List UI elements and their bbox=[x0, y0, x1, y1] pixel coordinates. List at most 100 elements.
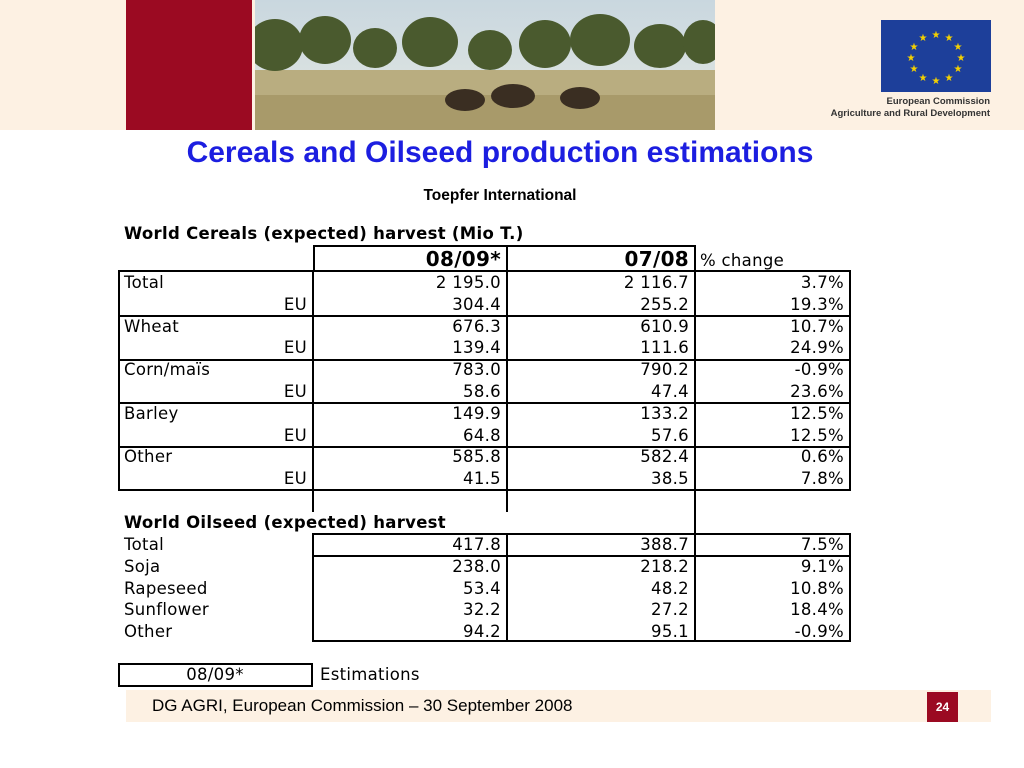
svg-text:★: ★ bbox=[910, 64, 919, 75]
oilseed-value-0708: 48.2 bbox=[651, 578, 689, 598]
page-number: 24 bbox=[927, 692, 958, 722]
cereals-value-change: 10.7% bbox=[790, 316, 844, 336]
svg-text:★: ★ bbox=[910, 42, 919, 53]
grid-line bbox=[118, 663, 313, 665]
svg-text:★: ★ bbox=[907, 53, 916, 64]
oilseed-value-0708: 95.1 bbox=[651, 622, 689, 642]
oilseed-value-0809: 32.2 bbox=[463, 600, 501, 620]
grid-line bbox=[311, 663, 313, 686]
oilseed-value-change: 7.5% bbox=[800, 535, 844, 554]
grid-line bbox=[506, 533, 508, 642]
cereals-value-change: 24.9% bbox=[790, 338, 844, 358]
cereals-value-0708: 582.4 bbox=[640, 447, 689, 467]
svg-text:★: ★ bbox=[919, 33, 928, 44]
cereals-value-change: 12.5% bbox=[790, 425, 844, 445]
cereals-value-change: 0.6% bbox=[800, 447, 844, 467]
cereals-value-0809: 64.8 bbox=[463, 425, 501, 445]
cereals-value-0708: 133.2 bbox=[640, 403, 689, 423]
cereals-value-change: 23.6% bbox=[790, 382, 844, 401]
grid-line bbox=[313, 245, 315, 270]
header-red-block bbox=[126, 0, 252, 130]
oilseed-value-change: -0.9% bbox=[794, 622, 844, 642]
svg-text:★: ★ bbox=[954, 42, 963, 53]
grid-line bbox=[312, 270, 314, 512]
grid-line bbox=[312, 533, 851, 535]
page-title: Cereals and Oilseed production estimatio… bbox=[186, 136, 814, 169]
oilseed-heading: World Oilseed (expected) harvest bbox=[124, 513, 446, 532]
cereals-value-change: 12.5% bbox=[790, 403, 844, 423]
col-header-change: % change bbox=[700, 251, 785, 270]
oilseed-value-0809: 53.4 bbox=[463, 578, 501, 598]
oilseed-value-0809: 238.0 bbox=[452, 556, 501, 576]
cereals-heading: World Cereals (expected) harvest (Mio T.… bbox=[124, 224, 524, 243]
grid-line bbox=[118, 270, 851, 272]
grid-line bbox=[118, 663, 120, 686]
eu-org-line1: European Commission bbox=[886, 96, 990, 107]
cereals-value-0809: 149.9 bbox=[452, 403, 501, 423]
oilseed-value-change: 10.8% bbox=[790, 578, 844, 598]
landscape-photo bbox=[255, 0, 715, 130]
cereals-row-label: Barley bbox=[124, 403, 179, 423]
grid-line bbox=[694, 533, 696, 642]
cereals-value-0809: 783.0 bbox=[452, 360, 501, 380]
cereals-value-0809: 676.3 bbox=[452, 316, 501, 336]
oilseed-row-label: Total bbox=[124, 535, 165, 554]
footer-text: DG AGRI, European Commission – 30 Septem… bbox=[152, 696, 573, 715]
grid-line bbox=[312, 533, 314, 642]
oilseed-row-label: Sunflower bbox=[124, 600, 210, 620]
cereals-row-label: EU bbox=[283, 338, 307, 358]
grid-line bbox=[312, 640, 851, 642]
grid-line bbox=[506, 270, 508, 512]
cereals-value-0708: 57.6 bbox=[651, 425, 689, 445]
grid-line bbox=[313, 245, 695, 247]
cereals-value-change: 3.7% bbox=[800, 273, 844, 292]
col-header-0809: 08/09* bbox=[425, 247, 501, 271]
footer-band bbox=[126, 690, 991, 722]
grid-line bbox=[694, 245, 696, 270]
cereals-value-0809: 585.8 bbox=[452, 447, 501, 467]
grid-line bbox=[506, 245, 508, 270]
cereals-row-label: Wheat bbox=[124, 316, 180, 336]
page-subtitle: Toepfer International bbox=[423, 187, 577, 204]
svg-text:★: ★ bbox=[932, 30, 941, 41]
cereals-value-0708: 790.2 bbox=[640, 360, 689, 380]
oilseed-value-0809: 417.8 bbox=[452, 535, 501, 554]
oilseed-row-label: Rapeseed bbox=[124, 578, 208, 598]
eu-org-line2: Agriculture and Rural Development bbox=[830, 108, 990, 119]
cereals-value-0708: 2 116.7 bbox=[623, 273, 689, 292]
svg-text:★: ★ bbox=[957, 53, 966, 64]
cereals-row-label: Total bbox=[124, 273, 165, 292]
oilseed-row-label: Soja bbox=[124, 556, 161, 576]
grid-line bbox=[849, 533, 851, 642]
svg-text:★: ★ bbox=[945, 73, 954, 84]
oilseed-value-0809: 94.2 bbox=[463, 622, 501, 642]
cereals-row-label: EU bbox=[283, 294, 307, 314]
cereals-value-change: 7.8% bbox=[800, 469, 844, 489]
legend-text: Estimations bbox=[320, 665, 420, 684]
cereals-value-0809: 41.5 bbox=[463, 469, 501, 489]
cereals-value-0708: 610.9 bbox=[640, 316, 689, 336]
cereals-value-change: -0.9% bbox=[794, 360, 844, 380]
legend-key: 08/09* bbox=[186, 665, 244, 684]
cereals-row-label: Corn/maïs bbox=[124, 360, 211, 380]
oilseed-value-change: 9.1% bbox=[800, 556, 844, 576]
svg-text:★: ★ bbox=[932, 76, 941, 87]
cereals-value-0708: 111.6 bbox=[640, 338, 689, 358]
svg-text:★: ★ bbox=[954, 64, 963, 75]
grid-line bbox=[118, 270, 120, 490]
grid-line bbox=[849, 270, 851, 490]
grid-line bbox=[118, 315, 851, 317]
grid-line bbox=[118, 685, 313, 687]
oilseed-value-change: 18.4% bbox=[790, 600, 844, 620]
cereals-value-0809: 139.4 bbox=[452, 338, 501, 358]
svg-text:★: ★ bbox=[919, 73, 928, 84]
oilseed-row-label: Other bbox=[124, 622, 173, 642]
cereals-value-0809: 58.6 bbox=[463, 382, 501, 401]
cereals-row-label: EU bbox=[283, 469, 307, 489]
cereals-value-0708: 47.4 bbox=[651, 382, 689, 401]
grid-line bbox=[118, 446, 851, 448]
oilseed-value-0708: 388.7 bbox=[640, 535, 689, 554]
cereals-value-change: 19.3% bbox=[790, 294, 844, 314]
eu-flag-icon: ★ ★ ★ ★ ★ ★ ★ ★ ★ ★ ★ ★ bbox=[881, 20, 991, 92]
cereals-row-label: Other bbox=[124, 447, 173, 467]
